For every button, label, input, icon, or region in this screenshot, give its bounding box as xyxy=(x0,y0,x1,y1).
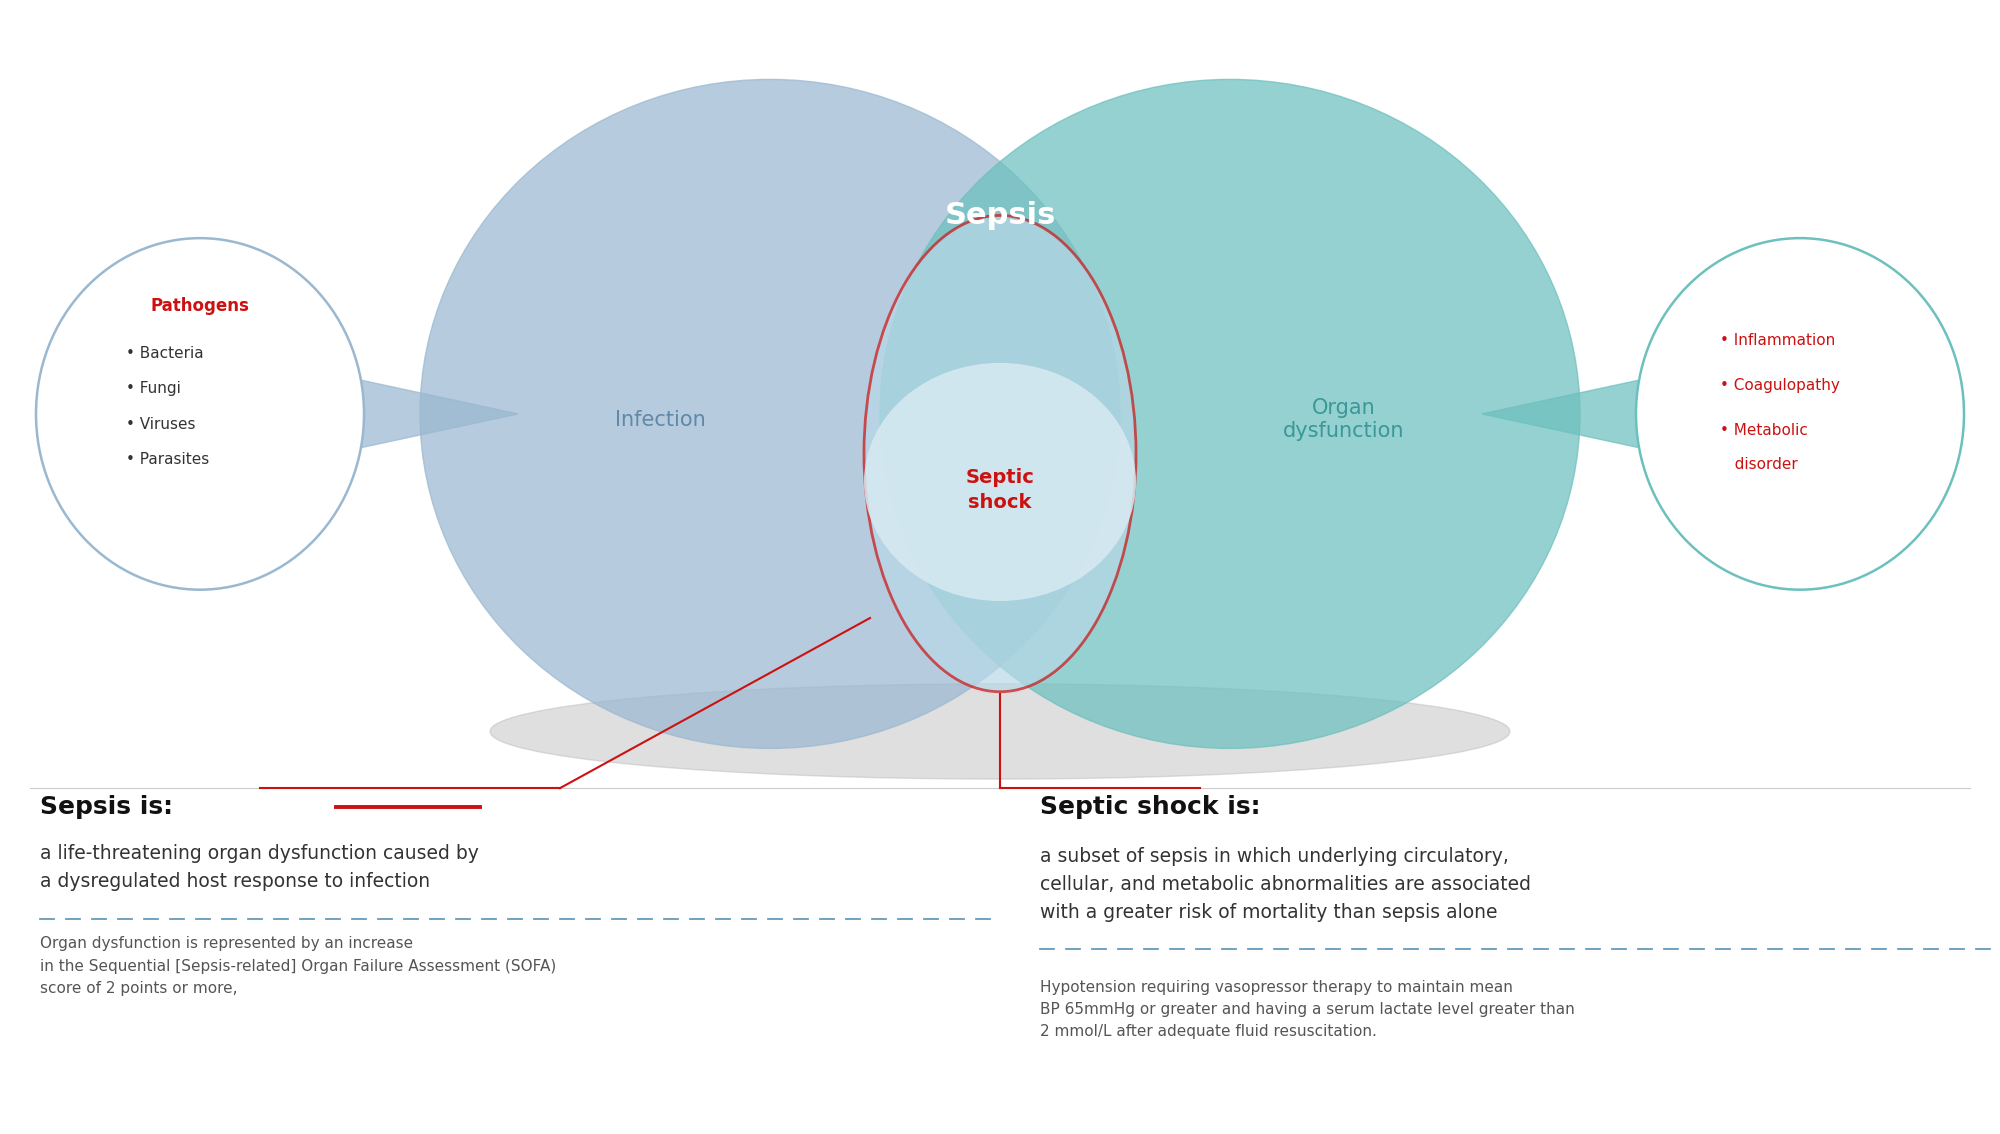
Text: a life-threatening organ dysfunction caused by
a dysregulated host response to i: a life-threatening organ dysfunction cau… xyxy=(40,844,478,891)
Text: Septic
shock: Septic shock xyxy=(966,468,1034,511)
Text: Sepsis is:: Sepsis is: xyxy=(40,795,174,820)
Text: • Parasites: • Parasites xyxy=(126,451,210,467)
Text: Organ dysfunction is represented by an increase
in the Sequential [Sepsis-relate: Organ dysfunction is represented by an i… xyxy=(40,937,556,996)
Text: Septic shock is:: Septic shock is: xyxy=(1040,795,1260,820)
Ellipse shape xyxy=(36,238,364,590)
Text: • Bacteria: • Bacteria xyxy=(126,346,204,362)
Ellipse shape xyxy=(420,79,1120,748)
Text: Organ
dysfunction: Organ dysfunction xyxy=(1284,398,1404,441)
Text: • Fungi: • Fungi xyxy=(126,381,180,397)
Ellipse shape xyxy=(490,684,1510,779)
Ellipse shape xyxy=(864,363,1136,601)
Text: Sepsis: Sepsis xyxy=(944,201,1056,230)
Text: • Metabolic: • Metabolic xyxy=(1720,423,1808,439)
Text: Hypotension requiring vasopressor therapy to maintain mean
BP 65mmHg or greater : Hypotension requiring vasopressor therap… xyxy=(1040,980,1574,1039)
Ellipse shape xyxy=(1636,238,1964,590)
Text: • Inflammation: • Inflammation xyxy=(1720,332,1836,348)
Ellipse shape xyxy=(880,79,1580,748)
Text: disorder: disorder xyxy=(1720,457,1798,473)
Polygon shape xyxy=(360,380,518,448)
Text: • Coagulopathy: • Coagulopathy xyxy=(1720,378,1840,393)
Ellipse shape xyxy=(864,215,1136,692)
Text: Infection: Infection xyxy=(614,409,706,430)
Polygon shape xyxy=(1482,380,1640,448)
Text: • Viruses: • Viruses xyxy=(126,416,196,432)
Text: a subset of sepsis in which underlying circulatory,
cellular, and metabolic abno: a subset of sepsis in which underlying c… xyxy=(1040,847,1532,922)
Text: Pathogens: Pathogens xyxy=(150,297,250,315)
